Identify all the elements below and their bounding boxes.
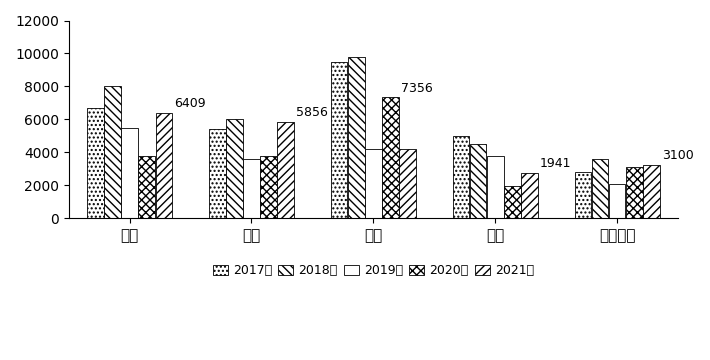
Bar: [609, 184, 626, 218]
Bar: [521, 173, 537, 218]
Text: 3100: 3100: [662, 149, 694, 162]
Bar: [470, 144, 486, 218]
Bar: [155, 113, 172, 218]
Bar: [226, 120, 243, 218]
Bar: [487, 156, 503, 218]
Bar: [626, 167, 643, 218]
Bar: [104, 86, 121, 218]
Bar: [331, 62, 347, 218]
Bar: [453, 136, 469, 218]
Bar: [121, 127, 138, 218]
Bar: [348, 57, 364, 218]
Bar: [244, 159, 260, 218]
Text: 1941: 1941: [540, 157, 572, 170]
Bar: [278, 122, 294, 218]
Bar: [643, 165, 660, 218]
Bar: [575, 172, 591, 218]
Text: 5856: 5856: [296, 106, 328, 119]
Bar: [399, 149, 416, 218]
Bar: [87, 108, 104, 218]
Text: 7356: 7356: [400, 82, 432, 95]
Legend: 2017年, 2018年, 2019年, 2020年, 2021年: 2017年, 2018年, 2019年, 2020年, 2021年: [209, 261, 537, 281]
Bar: [261, 156, 277, 218]
Bar: [382, 97, 399, 218]
Bar: [504, 186, 520, 218]
Text: 6409: 6409: [174, 97, 206, 110]
Bar: [592, 159, 608, 218]
Bar: [138, 156, 155, 218]
Bar: [209, 129, 226, 218]
Bar: [365, 149, 381, 218]
